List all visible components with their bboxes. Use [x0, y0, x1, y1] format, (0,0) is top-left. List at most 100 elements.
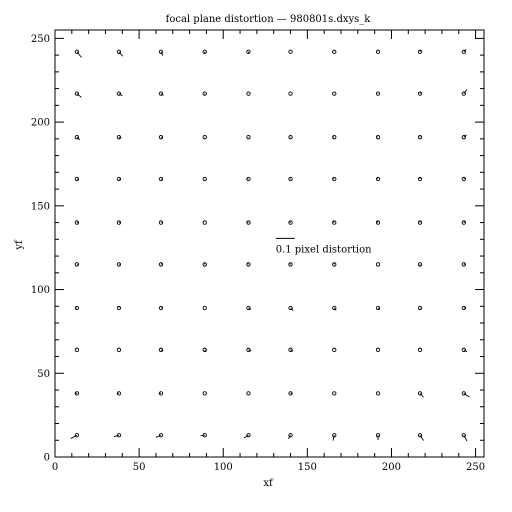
vector-point — [116, 220, 122, 225]
vector-point — [246, 135, 251, 140]
y-tick-label: 250 — [31, 34, 50, 45]
vector-point — [332, 391, 337, 396]
vector-line — [463, 220, 466, 223]
vector-point — [246, 262, 251, 267]
vector-point — [461, 135, 466, 140]
y-tick-label: 200 — [31, 118, 50, 129]
vector-point — [74, 391, 80, 396]
vector-point — [417, 176, 423, 182]
vector-point — [74, 347, 80, 352]
vector-point — [375, 220, 381, 225]
vector-point — [461, 49, 466, 54]
vector-point — [116, 391, 122, 396]
vector-point — [202, 135, 207, 140]
vector-line — [290, 349, 294, 352]
vector-point — [288, 220, 293, 225]
vector-line — [377, 307, 380, 311]
vector-line — [289, 262, 291, 265]
vector-point — [116, 49, 122, 54]
scale-key-label: 0.1 pixel distortion — [276, 244, 372, 255]
vector-point — [417, 49, 423, 54]
vector-point — [74, 135, 80, 140]
vector-point — [202, 91, 207, 96]
vector-line — [160, 263, 163, 265]
vector-point — [332, 347, 337, 352]
vector-point — [202, 262, 207, 267]
scale-key: 0.1 pixel distortion — [275, 237, 372, 255]
vector-point — [246, 347, 251, 352]
vector-line — [290, 307, 294, 311]
vector-point — [74, 220, 80, 225]
x-tick-label: 100 — [214, 462, 233, 473]
vector-point — [417, 391, 423, 396]
vector-point — [375, 347, 381, 352]
x-tick-label: 200 — [382, 462, 401, 473]
vector-line — [76, 178, 79, 181]
vector-point — [375, 135, 381, 140]
vector-line — [463, 134, 467, 138]
vector-line — [288, 221, 291, 223]
vector-point — [288, 391, 293, 396]
vector-point — [116, 91, 122, 96]
vector-line — [419, 92, 422, 94]
vector-point — [246, 220, 251, 225]
vector-point — [417, 305, 423, 311]
vector-line — [248, 349, 252, 352]
vector-line — [419, 434, 424, 441]
vector-point — [246, 433, 251, 438]
vector-point — [74, 91, 80, 96]
vector-point — [461, 262, 466, 267]
vector-line — [463, 349, 468, 353]
vector-point — [417, 433, 423, 438]
vector-point — [461, 391, 466, 396]
vector-point — [461, 220, 466, 225]
vector-point — [461, 347, 466, 352]
vector-point — [158, 391, 164, 396]
vector-point — [116, 347, 122, 352]
vector-point — [375, 91, 381, 96]
vector-point — [74, 176, 80, 182]
vector-line — [333, 307, 337, 311]
vector-point — [202, 176, 207, 182]
vector-point — [158, 433, 164, 438]
vector-point — [116, 305, 122, 311]
vector-point — [158, 220, 164, 225]
vector-line — [332, 435, 335, 441]
vector-line — [76, 51, 82, 58]
x-tick-label: 250 — [466, 462, 485, 473]
vector-line — [375, 220, 379, 223]
vector-point — [417, 347, 423, 352]
vector-point — [288, 262, 293, 267]
vector-point — [116, 135, 122, 140]
vector-point — [417, 220, 423, 225]
vector-point — [288, 305, 293, 311]
tick-labels: 0 50 100 150 200 250 0 50 100 150 200 250 — [31, 34, 485, 473]
vector-point — [332, 49, 337, 54]
vector-line — [419, 393, 424, 398]
y-axis-label: yf — [14, 239, 25, 251]
y-tick-label: 0 — [44, 453, 50, 464]
vector-line — [419, 49, 422, 52]
vector-line — [160, 349, 164, 352]
vector-line — [246, 262, 249, 265]
vector-point — [461, 91, 466, 96]
x-tick-label: 150 — [298, 462, 317, 473]
vector-point — [74, 49, 80, 54]
vector-point — [158, 135, 164, 140]
vector-point — [288, 433, 293, 438]
vector-line — [376, 177, 379, 180]
vector-line — [118, 93, 123, 97]
vector-line — [463, 49, 467, 53]
vector-point — [288, 135, 293, 140]
vector-point — [158, 262, 164, 267]
vector-point — [332, 262, 337, 267]
vector-point — [116, 433, 122, 438]
vector-line — [160, 51, 164, 56]
vector-point — [461, 176, 466, 182]
vector-line — [118, 51, 124, 57]
vector-point — [375, 305, 381, 311]
vector-line — [463, 263, 466, 265]
x-tick-label: 50 — [133, 462, 146, 473]
x-axis-label: xf — [263, 478, 274, 489]
